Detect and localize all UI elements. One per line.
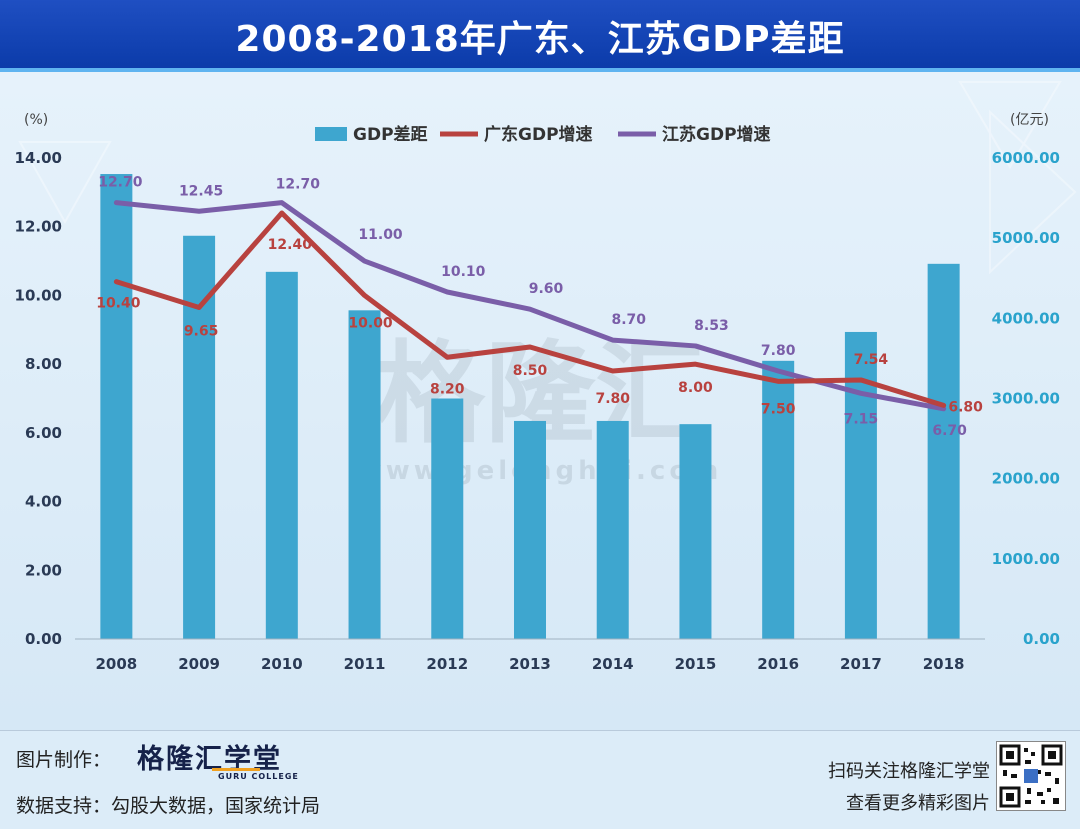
more-text: 查看更多精彩图片 <box>846 793 990 814</box>
guangdong-data-label: 7.80 <box>595 391 630 407</box>
left-tick-label: 0.00 <box>25 630 62 648</box>
jiangsu-data-label: 11.00 <box>358 227 403 243</box>
x-tick-label: 2017 <box>840 655 882 673</box>
page-title: 2008-2018年广东、江苏GDP差距 <box>235 19 845 60</box>
brand-logo: 格隆汇学堂 <box>137 744 282 775</box>
guangdong-data-label: 7.54 <box>854 352 889 368</box>
jiangsu-data-label: 12.70 <box>98 175 143 191</box>
left-axis-unit: (%) <box>24 112 48 128</box>
jiangsu-data-label: 7.80 <box>761 343 796 359</box>
x-tick-label: 2016 <box>757 655 799 673</box>
jiangsu-data-label: 10.10 <box>441 264 486 280</box>
bar-2011 <box>348 310 381 639</box>
line-labels: 10.40 9.65 12.40 10.00 8.20 8.50 7.80 8.00 7.50 7… <box>96 175 983 439</box>
jiangsu-data-label: 6.70 <box>932 423 967 439</box>
legend-label-jiangsu: 江苏GDP增速 <box>662 124 771 145</box>
decoration <box>18 81 1077 275</box>
qr-code-icon <box>999 744 1063 808</box>
bar-2010 <box>265 271 298 639</box>
jiangsu-data-label: 9.60 <box>529 281 564 297</box>
legend: GDP差距 广东GDP增速 江苏GDP增速 <box>315 124 771 145</box>
guangdong-data-label: 10.00 <box>348 315 393 331</box>
jiangsu-data-label: 12.70 <box>276 177 321 193</box>
right-tick-label: 5000.00 <box>992 229 1060 247</box>
left-tick-label: 12.00 <box>15 218 62 236</box>
footer: 图片制作： 格隆汇学堂 GURU COLLEGE 数据支持：勾股大数据，国家统计… <box>0 730 1080 829</box>
x-axis: 2008 2009 2010 2011 2012 2013 2014 2015 2016 2017… <box>95 655 964 673</box>
x-tick-label: 2010 <box>261 655 303 673</box>
line-series <box>113 200 947 412</box>
left-axis: 0.00 2.00 4.00 6.00 8.00 10.00 12.00 14.00 <box>15 149 62 648</box>
bar-2018 <box>927 263 960 639</box>
left-tick-label: 14.00 <box>15 149 62 167</box>
brand-subtitle: GURU COLLEGE <box>212 768 299 781</box>
left-tick-label: 4.00 <box>25 493 62 511</box>
right-tick-label: 1000.00 <box>992 550 1060 568</box>
left-tick-label: 8.00 <box>25 355 62 373</box>
guangdong-data-label: 8.20 <box>430 381 465 397</box>
jiangsu-data-label: 7.15 <box>844 411 879 427</box>
left-tick-label: 6.00 <box>25 424 62 442</box>
legend-label-gdp-gap: GDP差距 <box>353 124 428 145</box>
jiangsu-data-label: 8.53 <box>694 318 729 334</box>
guangdong-line <box>113 210 947 408</box>
guangdong-data-label: 8.50 <box>513 363 548 379</box>
guangdong-data-label: 6.80 <box>948 399 983 415</box>
x-tick-label: 2009 <box>178 655 220 673</box>
maker-label: 图片制作： <box>16 749 112 771</box>
bar-2012 <box>431 398 464 639</box>
right-tick-label: 3000.00 <box>992 390 1060 408</box>
left-tick-label: 10.00 <box>15 286 62 304</box>
left-tick-label: 2.00 <box>25 561 62 579</box>
bar-2016 <box>762 360 795 639</box>
legend-label-guangdong: 广东GDP增速 <box>484 124 593 145</box>
bar-2014 <box>596 420 629 639</box>
x-tick-label: 2012 <box>426 655 468 673</box>
right-tick-label: 0.00 <box>1023 630 1060 648</box>
right-axis-unit: (亿元) <box>1010 112 1049 128</box>
legend-swatch-gdp-gap <box>315 127 347 141</box>
x-tick-label: 2013 <box>509 655 551 673</box>
x-tick-label: 2011 <box>344 655 386 673</box>
right-axis: 0.00 1000.00 2000.00 3000.00 4000.00 5000.00 6… <box>992 149 1060 648</box>
scan-text: 扫码关注格隆汇学堂 <box>828 761 990 782</box>
right-tick-label: 2000.00 <box>992 470 1060 488</box>
bar-2013 <box>514 420 546 639</box>
guangdong-data-label: 10.40 <box>96 296 141 312</box>
jiangsu-data-label: 12.45 <box>179 183 223 199</box>
x-tick-label: 2014 <box>592 655 634 673</box>
title-bar: 2008-2018年广东、江苏GDP差距 <box>0 0 1080 72</box>
guangdong-data-label: 12.40 <box>268 237 313 253</box>
combo-chart: 格隆汇 www.gelonghui.com (%) (亿元) GDP差距 广东G… <box>0 72 1080 730</box>
right-tick-label: 6000.00 <box>992 149 1060 167</box>
qr-code[interactable] <box>996 741 1066 811</box>
right-tick-label: 4000.00 <box>992 309 1060 327</box>
jiangsu-data-label: 8.70 <box>611 312 646 328</box>
guangdong-data-label: 9.65 <box>184 323 219 339</box>
bar-2008 <box>100 174 133 639</box>
bar-2015 <box>679 424 712 639</box>
guangdong-data-label: 7.50 <box>761 401 796 417</box>
guangdong-data-label: 8.00 <box>678 380 713 396</box>
data-source: 数据支持：勾股大数据，国家统计局 <box>16 795 321 817</box>
x-tick-label: 2008 <box>95 655 137 673</box>
x-tick-label: 2018 <box>923 655 965 673</box>
x-tick-label: 2015 <box>675 655 717 673</box>
